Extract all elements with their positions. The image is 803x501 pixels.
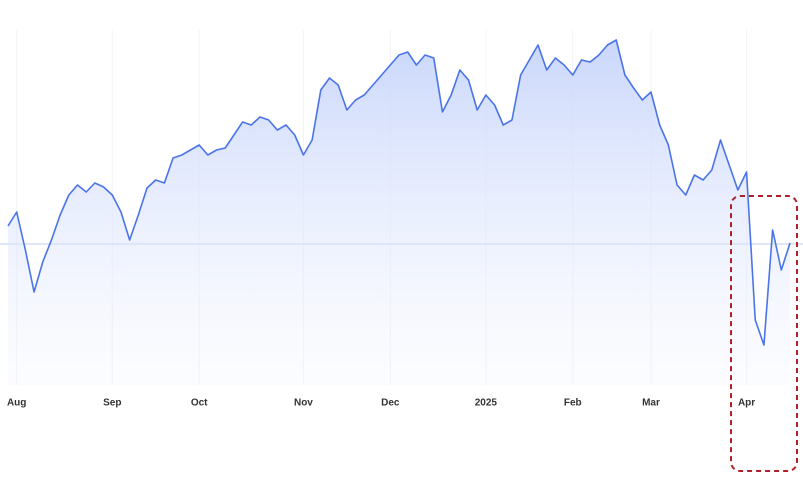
x-tick-label: Dec	[381, 398, 400, 409]
x-tick-label: Apr	[738, 398, 755, 409]
plot: Aug Sep Oct Nov Dec 2025 Feb Mar Apr	[0, 30, 803, 409]
x-tick-label: Feb	[564, 398, 582, 409]
highlight-box	[730, 195, 798, 472]
line	[7, 39, 791, 346]
x-tick-label: Nov	[294, 398, 313, 409]
x-tick-label: Oct	[191, 398, 208, 409]
x-tick-label: Sep	[103, 398, 121, 409]
x-tick-label: Mar	[642, 398, 660, 409]
x-tick-label: Aug	[7, 398, 26, 409]
area	[8, 40, 790, 385]
x-tick-label: 2025	[475, 398, 498, 409]
